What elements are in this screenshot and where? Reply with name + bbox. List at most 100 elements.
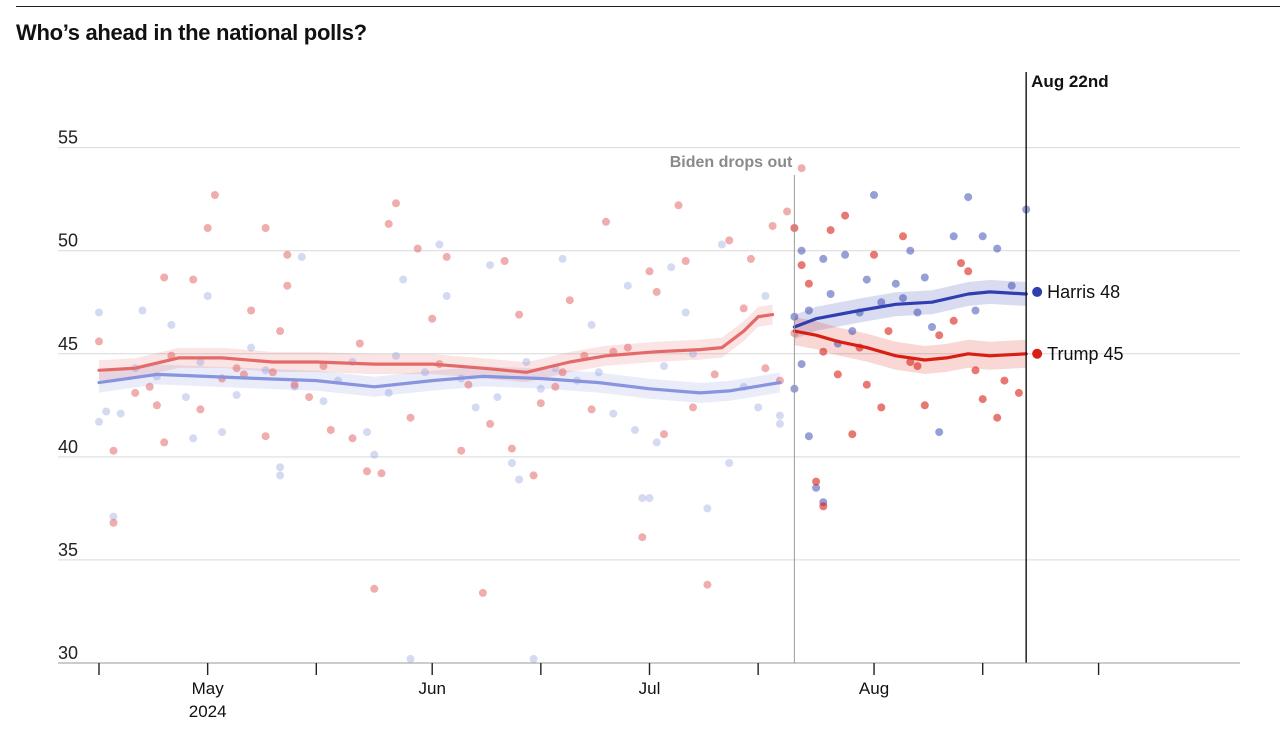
x-tick-label-jun: Jun — [418, 679, 445, 698]
rep-after-poll-point-21 — [957, 259, 965, 268]
dem-before-poll-point-9 — [181, 393, 190, 402]
rep-before-poll-point-26 — [326, 426, 335, 434]
dem-after-poll-point-27 — [978, 232, 987, 241]
rep-after-poll-point-27 — [1014, 388, 1023, 397]
dem-before-poll-point-32 — [442, 292, 451, 300]
rep-before-poll-point-59 — [660, 430, 668, 439]
rep-after-poll-point-3 — [812, 477, 821, 486]
rep-before-poll-point-2 — [109, 518, 118, 527]
dem-before-poll-point-13 — [218, 428, 227, 437]
y-axis-labels: 30 35 40 45 50 55 — [58, 128, 78, 663]
dem-before-poll-point-4 — [116, 409, 125, 418]
rep-before-poll-point-62 — [689, 403, 697, 412]
dem-after-poll-point-22 — [928, 323, 936, 331]
rep-before-poll-point-30 — [370, 584, 379, 593]
rep-before-poll-point-9 — [189, 275, 198, 284]
dem-before-poll-point-0 — [95, 308, 103, 317]
rep-after-poll-point-23 — [971, 366, 980, 375]
dem-before-poll-point-51 — [652, 438, 661, 447]
rep-before-poll-point-4 — [145, 382, 154, 391]
rep-after-poll-point-12 — [870, 250, 878, 259]
dem-before-poll-point-46 — [609, 409, 618, 418]
rep-before-poll-point-44 — [507, 444, 516, 453]
y-tick-label-50: 50 — [58, 231, 78, 251]
rep-before-trend-line — [97, 313, 775, 374]
dem-before-poll-point-20 — [297, 252, 306, 261]
rep-before-poll-point-43 — [500, 257, 509, 265]
rep-before-poll-point-41 — [478, 588, 487, 597]
x-tick-label-may: May — [192, 679, 225, 698]
dem-before-poll-point-53 — [667, 263, 676, 272]
rep-before-poll-point-6 — [160, 273, 169, 282]
dem-after-poll-point-24 — [949, 232, 958, 241]
dem-before-poll-point-18 — [276, 471, 285, 480]
rep-before-poll-point-47 — [536, 399, 545, 408]
dem-before-poll-point-42 — [558, 254, 567, 263]
end-label-dot-0 — [1032, 286, 1043, 297]
dem-after-poll-point-19 — [906, 246, 915, 255]
dem-after-poll-point-15 — [870, 191, 878, 199]
rep-after-poll-point-8 — [841, 211, 850, 220]
dem-after-poll-point-25 — [964, 193, 973, 202]
x-tick-label-aug: Aug — [859, 679, 889, 698]
rep-before-poll-point-48 — [551, 382, 560, 391]
dem-before-poll-point-45 — [594, 368, 603, 377]
rep-after-poll-point-1 — [797, 261, 806, 270]
annotations: Biden drops out Aug 22nd — [670, 72, 1109, 663]
dem-after-poll-point-23 — [935, 428, 944, 437]
rep-after-trend-line — [792, 329, 1028, 362]
dem-before-poll-point-47 — [623, 281, 632, 290]
rep-before-poll-point-39 — [457, 446, 466, 455]
dem-before-poll-point-30 — [421, 368, 429, 377]
rep-before-poll-point-25 — [319, 362, 328, 371]
rep-before-poll-point-36 — [428, 314, 437, 323]
rep-before-poll-point-66 — [739, 304, 748, 313]
rep-after-poll-point-7 — [833, 370, 842, 379]
dem-before-poll-point-31 — [435, 240, 444, 249]
dem-after-poll-point-12 — [848, 327, 857, 336]
rep-after-poll-point-6 — [826, 226, 835, 235]
rep-before-poll-point-49 — [558, 368, 567, 377]
rep-before-poll-point-32 — [384, 219, 393, 228]
rep-before-poll-point-31 — [377, 469, 386, 478]
rep-before-poll-point-57 — [645, 267, 654, 276]
rep-before-poll-point-29 — [363, 467, 371, 476]
rep-before-poll-point-53 — [602, 217, 610, 226]
dem-before-poll-point-62 — [775, 419, 784, 428]
dem-before-poll-point-2 — [102, 407, 111, 416]
dem-after-poll-point-26 — [971, 306, 980, 315]
dem-before-poll-point-34 — [471, 403, 480, 412]
rep-before-poll-point-64 — [710, 370, 719, 379]
end-labels: Harris 48 Trump 45 — [1032, 282, 1124, 364]
rep-before-poll-point-42 — [486, 419, 495, 428]
dem-after-poll-point-14 — [862, 275, 871, 284]
dem-before-poll-point-10 — [189, 434, 198, 443]
dem-after-poll-point-21 — [920, 273, 929, 282]
dem-after-poll-point-4 — [804, 306, 813, 315]
dem-after-poll-point-18 — [899, 294, 907, 303]
dem-after-poll-point-20 — [913, 308, 922, 317]
rep-after-poll-point-15 — [899, 232, 907, 241]
rep-before-poll-point-46 — [529, 471, 538, 480]
dem-before-poll-point-21 — [319, 397, 328, 406]
top-rule — [16, 6, 1280, 7]
rep-after-poll-point-25 — [993, 413, 1002, 422]
rep-before-poll-point-40 — [464, 380, 473, 389]
rep-before-poll-point-58 — [652, 287, 661, 296]
dem-before-poll-point-58 — [725, 459, 734, 467]
rep-before-poll-point-16 — [247, 306, 256, 315]
dem-before-poll-point-36 — [493, 393, 502, 402]
trend-lines — [97, 290, 1028, 395]
dem-after-poll-point-28 — [993, 244, 1002, 253]
dem-before-poll-point-37 — [507, 459, 516, 467]
rep-before-poll-point-10 — [196, 405, 205, 414]
dem-before-poll-point-27 — [392, 351, 400, 360]
dem-before-poll-point-38 — [515, 475, 524, 484]
dem-before-poll-point-35 — [486, 261, 495, 270]
dem-before-poll-point-12 — [203, 292, 212, 300]
rep-before-poll-point-0 — [95, 337, 103, 346]
rep-before-poll-point-33 — [392, 199, 400, 208]
rep-before-poll-point-34 — [406, 413, 415, 422]
dem-before-poll-point-1 — [95, 417, 103, 426]
dem-after-poll-point-3 — [797, 360, 806, 369]
